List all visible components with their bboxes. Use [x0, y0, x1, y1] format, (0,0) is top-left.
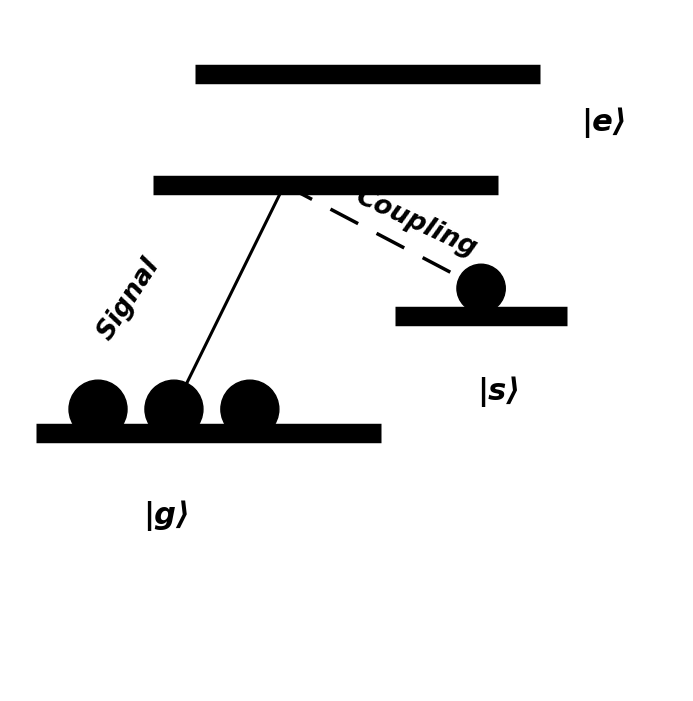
Text: Coupling: Coupling	[351, 184, 480, 262]
Circle shape	[457, 264, 505, 313]
Circle shape	[221, 380, 279, 438]
Text: |g⟩: |g⟩	[143, 501, 191, 531]
Text: |e⟩: |e⟩	[581, 107, 627, 138]
Text: |s⟩: |s⟩	[477, 376, 520, 407]
Circle shape	[145, 380, 203, 438]
Text: Signal: Signal	[93, 253, 165, 345]
Circle shape	[69, 380, 127, 438]
